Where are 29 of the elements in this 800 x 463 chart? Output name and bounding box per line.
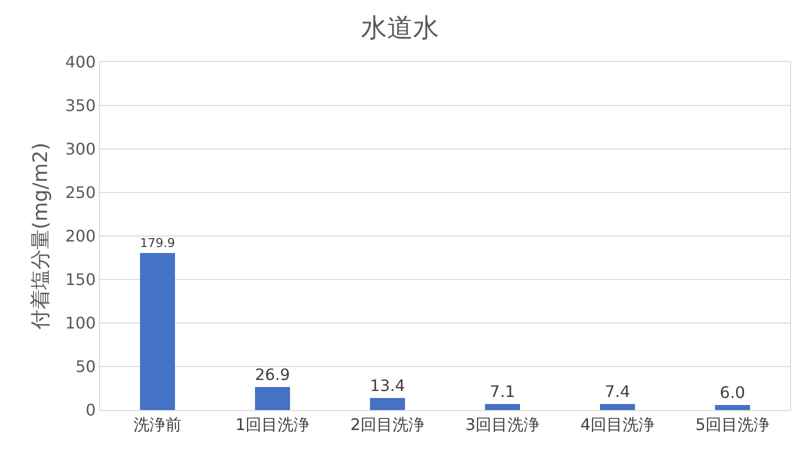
x-tick-label: 4回目洗浄 — [580, 415, 655, 434]
data-label: 179.9 — [140, 236, 175, 250]
y-tick-label: 350 — [65, 96, 96, 116]
data-label: 6.0 — [720, 383, 746, 402]
y-tick-label: 400 — [65, 52, 96, 72]
x-tick-label: 3回目洗浄 — [465, 415, 540, 434]
x-tick-label: 2回目洗浄 — [350, 415, 425, 434]
bar — [370, 398, 405, 410]
data-label: 26.9 — [255, 365, 290, 384]
y-tick-label: 0 — [86, 400, 96, 420]
chart-title: 水道水 — [361, 14, 439, 44]
x-tick-label: 洗浄前 — [134, 415, 182, 434]
bar — [140, 253, 175, 410]
y-tick-label: 50 — [75, 357, 96, 376]
bar — [255, 387, 290, 410]
bar — [715, 405, 750, 410]
y-tick-label: 150 — [65, 270, 96, 290]
y-tick-label: 250 — [65, 183, 96, 202]
data-label: 7.1 — [490, 382, 516, 401]
data-label: 7.4 — [604, 382, 630, 401]
bar — [485, 404, 520, 410]
bar — [600, 404, 635, 410]
y-tick-label: 100 — [65, 314, 96, 333]
data-label: 13.4 — [370, 376, 405, 396]
y-tick-label: 300 — [65, 140, 96, 159]
x-tick-label: 1回目洗浄 — [235, 415, 310, 434]
y-tick-label: 200 — [65, 226, 96, 246]
x-tick-label: 5回目洗浄 — [695, 415, 770, 434]
y-axis-title: 付着塩分量(mg/m2) — [28, 142, 52, 330]
